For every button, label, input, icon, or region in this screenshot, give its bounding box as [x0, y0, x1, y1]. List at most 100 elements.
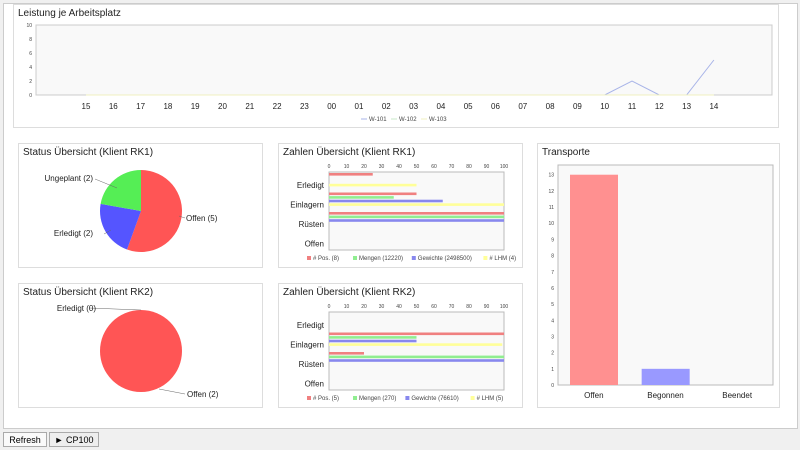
- bar-Gewichte (76610): [329, 339, 417, 343]
- title: Transporte: [542, 147, 590, 158]
- x-tick-label: 23: [300, 102, 309, 111]
- bar-Gewichte (2498500): [329, 199, 443, 203]
- legend-swatch: [411, 256, 416, 260]
- bar-Offen: [570, 174, 618, 385]
- bar-Mengen (12220): [329, 196, 394, 199]
- legend-label: # Pos. (5): [313, 396, 339, 402]
- y-tick-label: 0: [29, 93, 32, 99]
- x-tick-label: 14: [709, 102, 718, 111]
- bar-# Pos. (5): [329, 332, 504, 336]
- x-tick-label: 21: [245, 102, 254, 111]
- cp100-button[interactable]: ► CP100: [49, 432, 99, 447]
- x-tick-label: 70: [449, 304, 455, 310]
- legend-swatch: [470, 396, 475, 400]
- x-tick-label: 22: [273, 102, 282, 111]
- pie-slice: [100, 310, 182, 392]
- x-tick-label: 80: [466, 164, 472, 170]
- y-tick-label: 4: [551, 318, 554, 324]
- x-tick-label: 10: [600, 102, 609, 111]
- pie-slice: [126, 170, 182, 252]
- bar-Gewichte (2498500): [329, 219, 504, 222]
- x-tick-label: 08: [546, 102, 555, 111]
- title: Zahlen Übersicht (Klient RK2): [283, 287, 416, 298]
- pie-label-line: [158, 388, 186, 395]
- y-tick-label: 6: [29, 51, 32, 57]
- panel-bar1: Zahlen Übersicht (Klient RK1) 0 10 20 30 40 50…: [278, 143, 523, 268]
- x-tick-label: 80: [466, 304, 472, 310]
- legend-swatch: [307, 256, 311, 260]
- plot-area: [328, 311, 505, 391]
- x-tick-label: 16: [109, 102, 118, 111]
- pie-label: Erledigt (0): [57, 304, 96, 313]
- x-tick-label: 20: [218, 102, 227, 111]
- y-tick-label: Erledigt: [297, 181, 325, 190]
- pie-label: Offen (2): [187, 390, 219, 399]
- y-tick-label: 10: [548, 221, 554, 227]
- legend-swatch: [307, 396, 311, 400]
- title: Zahlen Übersicht (Klient RK1): [283, 147, 416, 158]
- plot-area: [328, 171, 505, 251]
- y-tick-label: Erledigt: [297, 321, 325, 330]
- x-tick-label: 07: [518, 102, 527, 111]
- panel-transporte: Transporte 0 1 2 3 4 5 6 7 8 9 10 11 12 13 Offen Begonne…: [537, 143, 780, 408]
- y-tick-label: 1: [551, 367, 554, 373]
- legend-label: # LHM (4): [489, 256, 516, 262]
- panel-bar2: Zahlen Übersicht (Klient RK2) 0 10 20 30 40 50…: [278, 283, 523, 408]
- x-tick-label: 15: [82, 102, 91, 111]
- y-tick-label: 7: [551, 270, 554, 276]
- x-tick-label: Offen: [584, 391, 603, 400]
- pie-label: Erledigt (2): [54, 229, 93, 238]
- legend-swatch: [405, 396, 410, 400]
- x-tick-label: 90: [484, 164, 490, 170]
- pie-slice: [100, 203, 141, 250]
- x-tick-label: 12: [655, 102, 664, 111]
- bar-# Pos. (8): [329, 173, 373, 176]
- x-tick-label: 03: [409, 102, 418, 111]
- x-tick-label: 30: [379, 304, 385, 310]
- refresh-button[interactable]: Refresh: [3, 432, 47, 447]
- pie-label-line: [88, 307, 142, 311]
- bar-Mengen (12220): [329, 215, 504, 219]
- legend-label: # LHM (5): [477, 396, 504, 402]
- y-tick-label: Offen: [305, 239, 324, 248]
- bar-# LHM (4): [329, 183, 417, 187]
- bar-# LHM (4): [329, 203, 504, 206]
- x-tick-label: 13: [682, 102, 691, 111]
- panel-pie1: Status Übersicht (Klient RK1) Offen (5) Er…: [18, 143, 263, 268]
- y-tick-label: 4: [29, 65, 32, 71]
- x-tick-label: 18: [163, 102, 172, 111]
- legend-label: Mengen (270): [359, 396, 396, 402]
- x-tick-label: 100: [500, 164, 509, 170]
- x-tick-label: 11: [628, 102, 637, 111]
- y-tick-label: 8: [29, 37, 32, 43]
- pie-label: Ungeplant (2): [45, 174, 94, 183]
- panel-line: Leistung je Arbeitsplatz 0 2 4 6 8 10 15 16 17 18 1…: [13, 4, 779, 128]
- x-tick-label: 01: [355, 102, 364, 111]
- x-tick-label: 0: [328, 164, 331, 170]
- x-tick-label: 0: [328, 304, 331, 310]
- x-tick-label: 100: [500, 304, 509, 310]
- x-tick-label: 50: [414, 304, 420, 310]
- x-tick-label: 10: [344, 304, 350, 310]
- x-tick-label: Beendet: [722, 391, 753, 400]
- legend-label: W-103: [429, 117, 447, 123]
- x-tick-label: 50: [414, 164, 420, 170]
- legend-label: Gewichte (76610): [411, 396, 458, 402]
- y-tick-label: 12: [548, 189, 554, 195]
- pie-label-line: [94, 178, 118, 189]
- y-tick-label: 0: [551, 383, 554, 389]
- x-tick-label: 60: [431, 164, 437, 170]
- legend-label: Gewichte (2498500): [418, 256, 472, 262]
- y-tick-label: 2: [551, 351, 554, 357]
- x-tick-label: 30: [379, 164, 385, 170]
- bar-# LHM (5): [329, 343, 503, 346]
- bar-Gewichte (76610): [329, 359, 504, 362]
- legend-label: W-101: [369, 117, 387, 123]
- pie-label-line: [178, 215, 186, 219]
- panel-pie2: Status Übersicht (Klient RK2) Offen (2) Er…: [18, 283, 263, 408]
- x-tick-label: 06: [491, 102, 500, 111]
- x-tick-label: 17: [136, 102, 145, 111]
- x-tick-label: 00: [327, 102, 336, 111]
- x-tick-label: 40: [396, 164, 402, 170]
- x-tick-label: 60: [431, 304, 437, 310]
